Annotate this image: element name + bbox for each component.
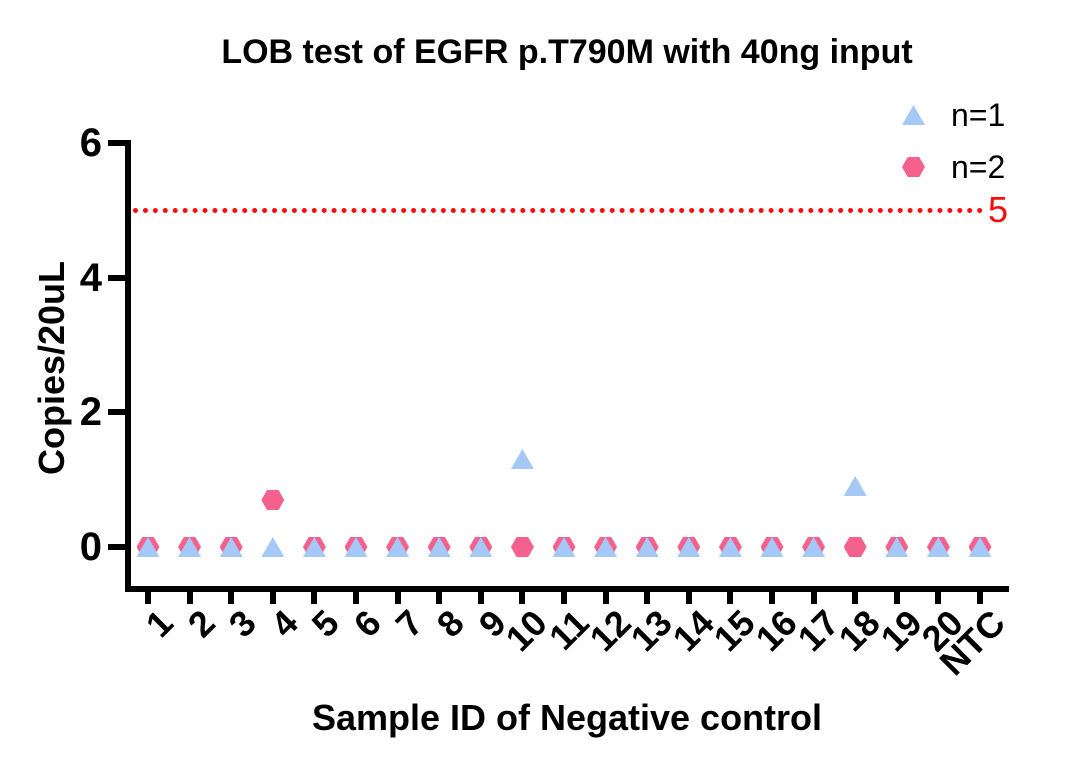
threshold-label: 5 — [988, 189, 1009, 230]
x-tick-mark — [727, 592, 734, 604]
x-tick-mark — [685, 592, 692, 604]
x-tick-mark — [893, 592, 900, 604]
x-tick-mark — [436, 592, 443, 604]
x-tick-mark — [561, 592, 567, 604]
x-axis-line — [125, 586, 1009, 592]
x-tick-mark — [477, 592, 484, 604]
x-tick-mark — [228, 592, 235, 604]
legend-label: n=1 — [951, 97, 1006, 133]
point-n=2-sample-10 — [510, 537, 534, 557]
x-tick-mark — [644, 592, 651, 604]
y-tick-mark — [108, 275, 125, 281]
point-n=1-sample-4 — [261, 537, 285, 557]
y-tick-mark — [108, 544, 125, 550]
legend-item-n=1: n=1 — [902, 99, 1005, 131]
x-tick-mark — [311, 592, 318, 604]
legend-marker-hexagon-icon — [902, 157, 925, 177]
chart-title: LOB test of EGFR p.T790M with 40ng input — [221, 33, 913, 71]
point-n=1-sample-10 — [510, 449, 534, 469]
threshold-dotted-line — [133, 208, 983, 213]
x-tick-mark — [852, 592, 859, 604]
x-tick-mark — [977, 592, 983, 604]
y-tick-label: 6 — [79, 121, 102, 165]
x-tick-mark — [810, 592, 817, 604]
point-n=1-sample-18 — [843, 476, 867, 496]
point-n=2-sample-4 — [261, 490, 285, 510]
y-axis-line — [125, 140, 131, 592]
legend-item-n=2: n=2 — [902, 151, 1005, 183]
x-tick-mark — [145, 592, 151, 604]
legend-label: n=2 — [951, 149, 1006, 185]
x-tick-mark — [602, 592, 609, 604]
legend: n=1 n=2 — [902, 99, 1005, 183]
x-tick-mark — [769, 592, 775, 604]
x-tick-mark — [394, 592, 401, 604]
x-tick-mark — [519, 592, 526, 604]
x-axis-title: Sample ID of Negative control — [311, 697, 823, 738]
y-tick-label: 2 — [79, 390, 102, 434]
y-tick-label: 4 — [79, 256, 102, 300]
y-tick-label: 0 — [79, 525, 102, 569]
x-tick-mark — [353, 592, 359, 604]
y-tick-mark — [108, 140, 125, 146]
point-n=2-sample-18 — [843, 537, 867, 557]
x-tick-mark — [186, 592, 193, 604]
x-tick-mark — [935, 592, 942, 604]
legend-marker-triangle-icon — [902, 105, 925, 125]
y-tick-mark — [108, 409, 125, 415]
x-tick-mark — [269, 592, 276, 604]
